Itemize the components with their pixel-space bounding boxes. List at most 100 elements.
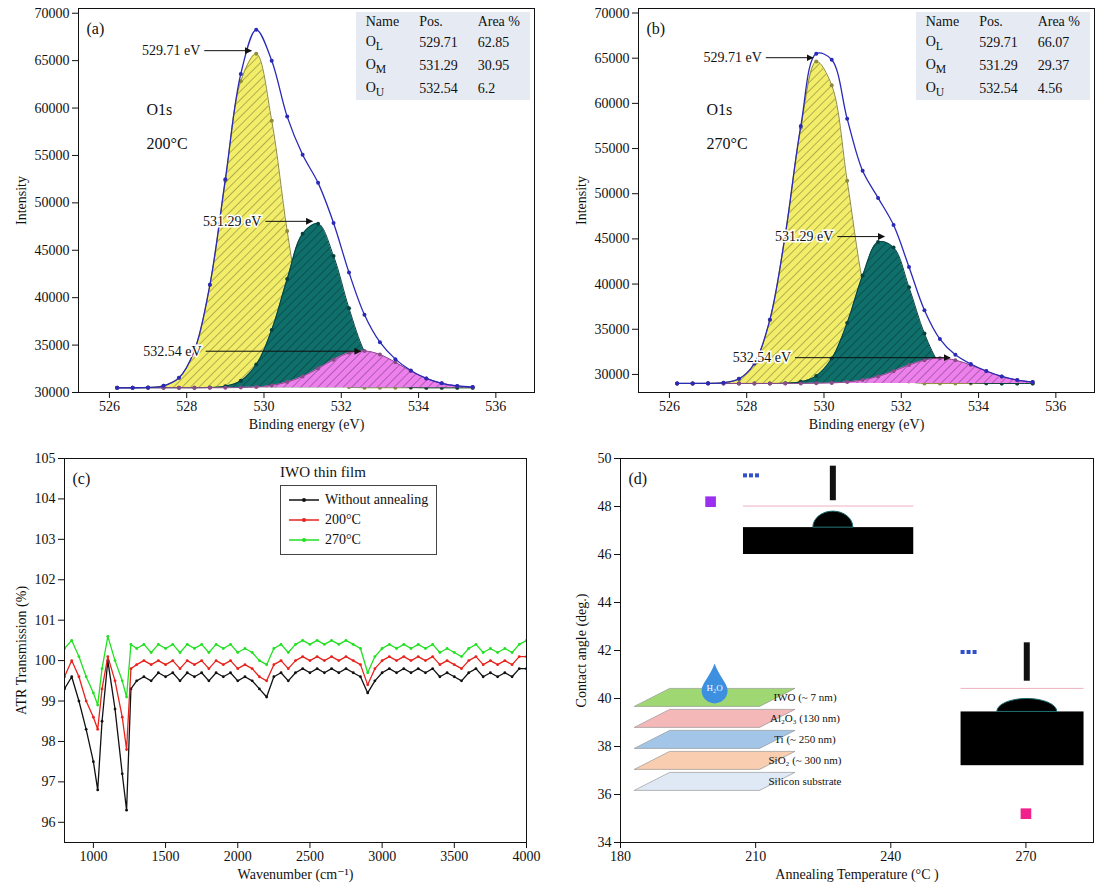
svg-text:528: 528 bbox=[736, 399, 757, 414]
svg-text:ATR Transmission (%): ATR Transmission (%) bbox=[14, 586, 30, 715]
svg-text:46: 46 bbox=[598, 547, 612, 562]
svg-text:530: 530 bbox=[253, 399, 274, 414]
svg-text:48: 48 bbox=[598, 499, 612, 514]
svg-text:65000: 65000 bbox=[35, 53, 70, 68]
html-text:531.29: 531.29 bbox=[419, 58, 458, 74]
svg-text:Silicon substrate: Silicon substrate bbox=[768, 775, 841, 787]
svg-text:Intensity: Intensity bbox=[14, 176, 29, 225]
svg-text:40000: 40000 bbox=[35, 290, 70, 305]
svg-text:528: 528 bbox=[176, 399, 197, 414]
svg-text:55000: 55000 bbox=[35, 148, 70, 163]
svg-text:531.29 eV: 531.29 eV bbox=[775, 229, 833, 244]
svg-text:529.71 eV: 529.71 eV bbox=[704, 50, 762, 65]
svg-text:102: 102 bbox=[35, 572, 56, 587]
html-text:66.07: 66.07 bbox=[1037, 35, 1070, 51]
svg-text:45000: 45000 bbox=[595, 231, 630, 246]
svg-text:Binding energy (eV): Binding energy (eV) bbox=[809, 417, 925, 433]
html-text:529.71: 529.71 bbox=[979, 35, 1018, 51]
svg-text:1000: 1000 bbox=[79, 849, 107, 864]
svg-text:532.54 eV: 532.54 eV bbox=[143, 344, 201, 359]
svg-text:3500: 3500 bbox=[440, 849, 468, 864]
svg-text:SiO₂ (~ 300 nm): SiO₂ (~ 300 nm) bbox=[768, 754, 841, 767]
svg-text:40: 40 bbox=[598, 691, 612, 706]
svg-text:210: 210 bbox=[745, 849, 766, 864]
svg-text:1500: 1500 bbox=[152, 849, 180, 864]
svg-text:531.29 eV: 531.29 eV bbox=[203, 214, 261, 229]
svg-text:45000: 45000 bbox=[35, 243, 70, 258]
svg-text:70000: 70000 bbox=[595, 5, 630, 20]
svg-text:40000: 40000 bbox=[595, 277, 630, 292]
svg-text:Annealing Temperature (°C ): Annealing Temperature (°C ) bbox=[775, 867, 939, 883]
svg-text:H₂O: H₂O bbox=[707, 683, 724, 693]
svg-text:532.54 eV: 532.54 eV bbox=[733, 350, 791, 365]
svg-text:532: 532 bbox=[891, 399, 912, 414]
svg-text:30000: 30000 bbox=[35, 385, 70, 400]
svg-text:536: 536 bbox=[1045, 399, 1066, 414]
svg-text:100: 100 bbox=[35, 653, 56, 668]
svg-text:103: 103 bbox=[35, 532, 56, 547]
svg-text:104: 104 bbox=[35, 491, 56, 506]
html-text:OL: OL bbox=[365, 34, 383, 53]
svg-text:534: 534 bbox=[408, 399, 429, 414]
svg-text:O1s: O1s bbox=[707, 101, 733, 118]
svg-text:4000: 4000 bbox=[513, 849, 541, 864]
html-text:OU: OU bbox=[925, 79, 945, 99]
svg-text:526: 526 bbox=[659, 399, 680, 414]
svg-text:(b): (b) bbox=[647, 20, 666, 38]
svg-text:50000: 50000 bbox=[595, 186, 630, 201]
html-text:30.95: 30.95 bbox=[477, 58, 510, 74]
svg-text:Wavenumber (cm⁻¹): Wavenumber (cm⁻¹) bbox=[238, 867, 354, 883]
svg-text:55000: 55000 bbox=[595, 141, 630, 156]
svg-text:35000: 35000 bbox=[595, 322, 630, 337]
html-text:OM: OM bbox=[925, 56, 947, 76]
svg-text:526: 526 bbox=[99, 399, 120, 414]
html-text:62.85: 62.85 bbox=[477, 35, 510, 51]
svg-text:44: 44 bbox=[598, 595, 612, 610]
svg-text:Contact angle (deg.): Contact angle (deg.) bbox=[574, 593, 590, 707]
svg-text:270: 270 bbox=[1015, 849, 1036, 864]
svg-text:65000: 65000 bbox=[595, 51, 630, 66]
svg-text:Ti (~ 250 nm): Ti (~ 250 nm) bbox=[774, 733, 836, 746]
html-text:OM: OM bbox=[365, 56, 387, 76]
svg-text:50: 50 bbox=[598, 451, 612, 466]
svg-text:34: 34 bbox=[598, 835, 612, 850]
svg-text:530: 530 bbox=[813, 399, 834, 414]
svg-text:O1s: O1s bbox=[147, 101, 173, 118]
svg-text:35000: 35000 bbox=[35, 338, 70, 353]
svg-text:99: 99 bbox=[42, 694, 56, 709]
svg-text:98: 98 bbox=[42, 734, 56, 749]
svg-text:(d): (d) bbox=[629, 470, 648, 488]
svg-text:70000: 70000 bbox=[35, 6, 70, 21]
svg-text:200°C: 200°C bbox=[147, 135, 188, 152]
svg-text:180: 180 bbox=[610, 849, 631, 864]
svg-text:IWO (~ 7 nm): IWO (~ 7 nm) bbox=[773, 691, 836, 704]
svg-text:2500: 2500 bbox=[296, 849, 324, 864]
svg-text:3000: 3000 bbox=[368, 849, 396, 864]
svg-text:240: 240 bbox=[880, 849, 901, 864]
svg-text:38: 38 bbox=[598, 739, 612, 754]
svg-text:60000: 60000 bbox=[35, 101, 70, 116]
html-text:OL: OL bbox=[925, 34, 943, 53]
svg-text:42: 42 bbox=[598, 643, 612, 658]
svg-text:2000: 2000 bbox=[224, 849, 252, 864]
svg-text:529.71 eV: 529.71 eV bbox=[142, 43, 200, 58]
svg-text:Binding energy (eV): Binding energy (eV) bbox=[249, 417, 365, 433]
svg-text:96: 96 bbox=[42, 815, 56, 830]
svg-text:(c): (c) bbox=[73, 470, 91, 488]
svg-text:60000: 60000 bbox=[595, 96, 630, 111]
html-text:OU: OU bbox=[365, 79, 385, 99]
svg-text:36: 36 bbox=[598, 787, 612, 802]
svg-text:532: 532 bbox=[331, 399, 352, 414]
svg-text:30000: 30000 bbox=[595, 367, 630, 382]
svg-text:50000: 50000 bbox=[35, 195, 70, 210]
svg-text:Intensity: Intensity bbox=[574, 176, 589, 225]
svg-text:105: 105 bbox=[35, 451, 56, 466]
svg-text:(a): (a) bbox=[87, 20, 105, 38]
svg-text:101: 101 bbox=[35, 613, 56, 628]
svg-text:536: 536 bbox=[485, 399, 506, 414]
svg-text:Al₂O₃ (130 nm): Al₂O₃ (130 nm) bbox=[770, 712, 840, 725]
svg-text:534: 534 bbox=[968, 399, 989, 414]
html-text:529.71: 529.71 bbox=[419, 35, 458, 51]
svg-text:270°C: 270°C bbox=[707, 135, 748, 152]
svg-text:97: 97 bbox=[42, 774, 56, 789]
